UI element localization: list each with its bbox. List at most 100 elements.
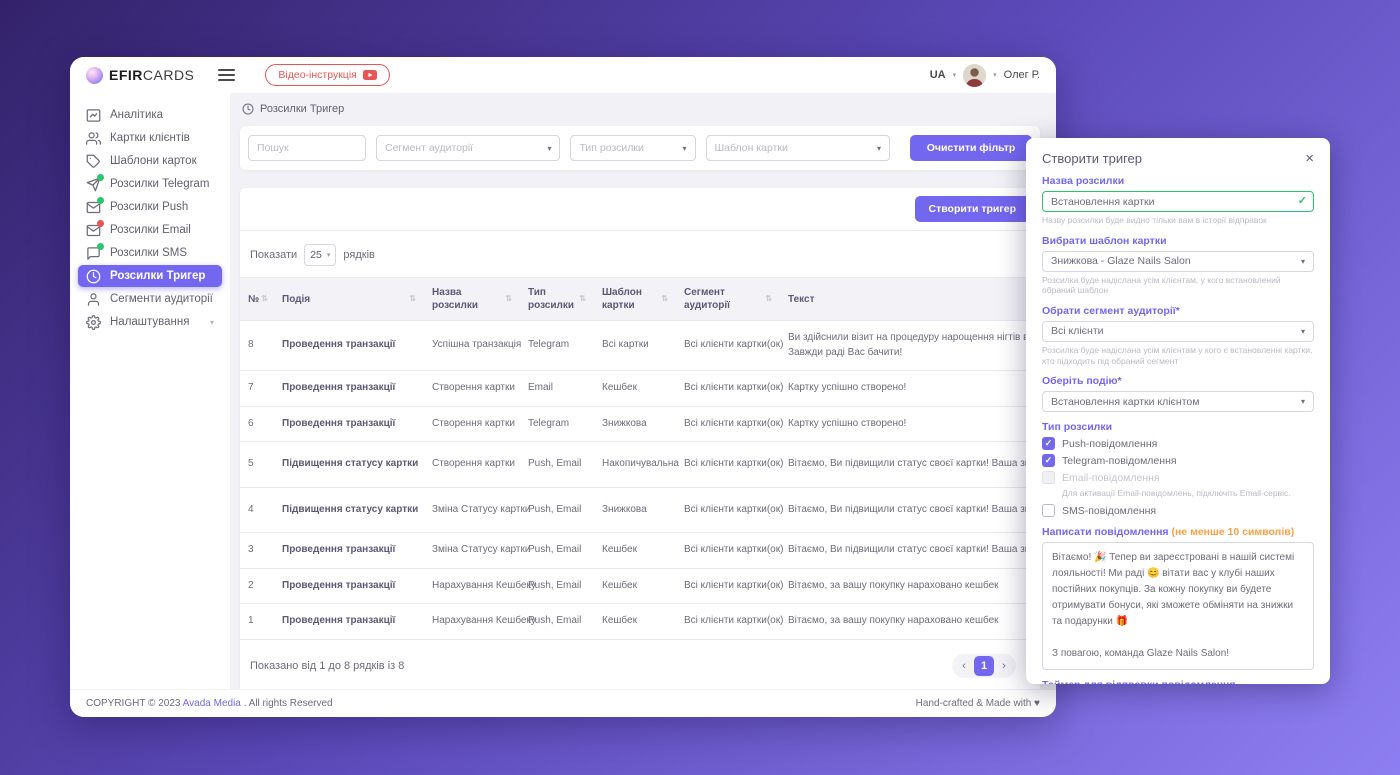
column-header-event[interactable]: Подія ⇅ xyxy=(274,277,424,321)
users-icon xyxy=(86,131,101,146)
logo[interactable]: EFIRCARDS xyxy=(86,66,195,84)
audience-segment-select[interactable]: Всі клієнти ▾ xyxy=(1042,320,1314,342)
event-field-label: Оберіть подію* xyxy=(1042,375,1122,388)
video-instruction-label: Відео-інструкція xyxy=(278,69,357,81)
sidebar-item-email-mailings[interactable]: Розсилки Email xyxy=(78,219,222,241)
sidebar-item-settings[interactable]: Налаштування ▾ xyxy=(78,311,222,333)
create-trigger-button[interactable]: Створити тригер xyxy=(914,196,1030,222)
sidebar-item-sms-mailings[interactable]: Розсилки SMS xyxy=(78,242,222,264)
sort-icon: ⇅ xyxy=(409,293,416,303)
avada-media-link[interactable]: Avada Media xyxy=(182,698,241,709)
breadcrumb: Розсилки Тригер xyxy=(240,103,1040,115)
sort-icon: ⇅ xyxy=(505,293,512,303)
status-dot-red xyxy=(97,219,104,227)
logo-text: EFIRCARDS xyxy=(109,67,195,83)
status-dot-green xyxy=(97,242,104,250)
mail-icon xyxy=(86,219,104,238)
rows-label: рядків xyxy=(343,249,375,261)
sidebar-item-analytics[interactable]: Аналітика xyxy=(78,104,222,126)
logo-icon xyxy=(86,66,103,84)
pagination-page-1[interactable]: 1 xyxy=(974,655,994,676)
triggers-table-card: Створити тригер Показати 25 ▾ рядків № ⇅ xyxy=(240,188,1040,694)
sidebar-item-trigger-mailings[interactable]: Розсилки Тригер xyxy=(78,265,222,287)
sidebar-item-telegram-mailings[interactable]: Розсилки Telegram xyxy=(78,173,222,195)
top-bar: EFIRCARDS Відео-інструкція UA ▾ ▾ Олег Р… xyxy=(70,57,1056,93)
table-row[interactable]: 2 Проведення транзакції Нарахування Кешбек… xyxy=(240,568,1040,604)
email-checkbox: Email-повідомлення xyxy=(1042,471,1314,485)
card-template-select[interactable]: Знижкова - Glaze Nails Salon ▾ xyxy=(1042,250,1314,272)
search-input[interactable] xyxy=(248,135,366,161)
user-name: Олег Р. xyxy=(1003,69,1040,81)
message-textarea[interactable]: Вітаємо! 🎉 Тепер ви зареєстровані в наші… xyxy=(1042,542,1314,671)
mailing-name-input[interactable] xyxy=(1042,191,1314,212)
telegram-checkbox[interactable]: ✓ Telegram-повідомлення xyxy=(1042,454,1314,468)
send-icon xyxy=(86,173,104,192)
checkbox-icon xyxy=(1042,504,1055,518)
timer-label: Таймер для відправки повідомлення xyxy=(1042,679,1314,684)
video-instruction-button[interactable]: Відео-інструкція xyxy=(265,64,390,86)
sort-icon: ⇅ xyxy=(661,293,668,303)
template-field-label: Вибрати шаблон картки xyxy=(1042,234,1167,247)
table-row[interactable]: 3 Проведення транзакції Зміна Статусу карт… xyxy=(240,532,1040,569)
template-field-helper: Розсилка буде надіслана усім клієнтам, у… xyxy=(1042,274,1281,296)
table-row[interactable]: 4 Підвищення статусу картки Зміна Статусу … xyxy=(240,487,1040,533)
close-icon[interactable]: × xyxy=(1305,150,1314,167)
create-trigger-modal: Створити тригер × Назва розсилки ✓ Назву… xyxy=(1026,138,1330,684)
pagination-next[interactable]: › xyxy=(1002,659,1006,672)
sidebar-item-audience-segments[interactable]: Сегменти аудиторії xyxy=(78,288,222,310)
event-select[interactable]: Встановлення картки клієнтом ▾ xyxy=(1042,391,1314,413)
show-label: Показати xyxy=(250,249,298,261)
user-menu-chevron-icon[interactable]: ▾ xyxy=(993,72,997,79)
table-row[interactable]: 6 Проведення транзакції Створення картки Te… xyxy=(240,406,1040,442)
table-summary: Показано від 1 до 8 рядків із 8 xyxy=(250,659,405,672)
chevron-down-icon: ▾ xyxy=(682,143,687,153)
valid-check-icon: ✓ xyxy=(1297,195,1307,207)
chevron-down-icon: ▾ xyxy=(326,252,331,259)
segment-field-helper: Розсилка буде надіслана усім клієнтам у … xyxy=(1042,344,1313,366)
checkbox-checked-icon: ✓ xyxy=(1042,437,1055,451)
pagination: ‹ 1 › xyxy=(952,653,1016,678)
app-window: EFIRCARDS Відео-інструкція UA ▾ ▾ Олег Р… xyxy=(70,57,1056,717)
chevron-down-icon: ▾ xyxy=(547,143,552,153)
pagination-prev[interactable]: ‹ xyxy=(962,659,966,672)
table-row[interactable]: 7 Проведення транзакції Створення картки Em… xyxy=(240,370,1040,407)
clear-filter-button[interactable]: Очистити фільтр xyxy=(910,135,1032,161)
column-header-text[interactable]: Текст xyxy=(780,277,1040,321)
message-icon xyxy=(86,242,104,261)
language-selector[interactable]: UA xyxy=(929,69,946,81)
made-with-text: Hand-crafted & Made with ♥ xyxy=(915,698,1040,709)
column-header-type[interactable]: Тип розсилки ⇅ xyxy=(520,277,594,321)
sidebar-item-push-mailings[interactable]: Розсилки Push xyxy=(78,196,222,218)
type-filter-select[interactable]: Тип розсилки ▾ xyxy=(570,135,696,161)
sidebar-item-client-cards[interactable]: Картки клієнтів xyxy=(78,127,222,149)
avatar[interactable] xyxy=(963,63,987,87)
segment-filter-select[interactable]: Сегмент аудиторії ▾ xyxy=(376,135,561,161)
column-header-template[interactable]: Шаблон картки ⇅ xyxy=(594,277,676,321)
filter-bar: Сегмент аудиторії ▾ Тип розсилки ▾ Шабло… xyxy=(240,126,1040,170)
push-checkbox[interactable]: ✓ Push-повідомлення xyxy=(1042,437,1314,451)
gear-icon xyxy=(86,314,101,330)
column-header-num[interactable]: № ⇅ xyxy=(240,277,274,321)
mailing-type-label: Тип розсилки xyxy=(1042,421,1113,434)
sort-icon: ⇅ xyxy=(765,293,772,303)
mail-icon xyxy=(86,196,104,215)
name-field-helper: Назву розсилки буде видно тільки вам в і… xyxy=(1042,215,1267,225)
table-row[interactable]: 8 Проведення транзакції Успішна транзакція… xyxy=(240,320,1040,371)
user-icon xyxy=(86,292,101,307)
column-header-segment[interactable]: Сегмент аудиторії ⇅ xyxy=(676,277,780,321)
column-header-name[interactable]: Назва розсилки ⇅ xyxy=(424,277,520,321)
menu-toggle-icon[interactable] xyxy=(218,69,236,81)
page-size-select[interactable]: 25 ▾ xyxy=(304,244,337,266)
checkbox-icon xyxy=(1042,471,1055,485)
page-title: Розсилки Тригер xyxy=(260,103,345,115)
email-checkbox-helper: Для активації Email-повідомлень, підключ… xyxy=(1062,488,1291,499)
sms-checkbox[interactable]: SMS-повідомлення xyxy=(1042,504,1314,518)
clock-icon xyxy=(242,103,254,115)
youtube-icon xyxy=(362,70,377,80)
clock-icon xyxy=(86,269,101,284)
template-filter-select[interactable]: Шаблон картки ▾ xyxy=(705,135,890,161)
sidebar-item-card-templates[interactable]: Шаблони карток xyxy=(78,150,222,172)
table-row[interactable]: 1 Проведення транзакції Нарахування Кешбек… xyxy=(240,603,1040,640)
table-row[interactable]: 5 Підвищення статусу картки Створення карт… xyxy=(240,441,1040,488)
chevron-down-icon: ▾ xyxy=(1300,256,1305,266)
